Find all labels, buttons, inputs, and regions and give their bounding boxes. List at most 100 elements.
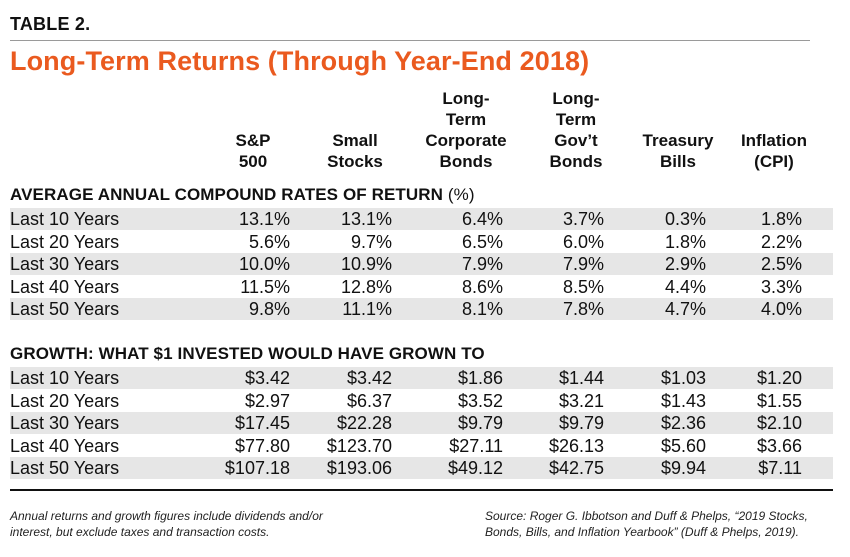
table-cell: $42.75	[548, 458, 604, 478]
table-row: Last 20 Years 5.6% 9.7% 6.5% 6.0% 1.8% 2.2%	[10, 231, 833, 253]
column-header-text: Treasury Bills	[642, 131, 714, 171]
column-header: Inflation (CPI)	[714, 90, 834, 172]
table-cell: 4.7%	[664, 299, 706, 319]
section-returns-heading: AVERAGE ANNUAL COMPOUND RATES OF RETURN …	[10, 185, 475, 205]
table-cell: $2.36	[660, 413, 706, 433]
row-label: Last 30 Years	[10, 254, 120, 274]
table-cell: $9.79	[457, 413, 503, 433]
table-cell: $1.20	[756, 368, 802, 388]
table-cell: 7.8%	[562, 299, 604, 319]
column-header: S&P 500	[193, 90, 313, 172]
row-label: Last 50 Years	[10, 299, 120, 319]
table-cell: 9.7%	[350, 231, 392, 252]
table-cell: 12.8%	[340, 276, 392, 297]
table-cell: $27.11	[449, 435, 503, 456]
column-header-text: Small Stocks	[327, 131, 383, 171]
table-cell: $1.43	[660, 390, 706, 411]
top-rule	[10, 40, 810, 41]
table-cell: 10.0%	[238, 254, 290, 274]
footnote-left: Annual returns and growth figures includ…	[10, 509, 323, 539]
table-cell: 7.9%	[562, 254, 604, 274]
table-cell: 4.0%	[760, 299, 802, 319]
table-cell: 2.5%	[760, 254, 802, 274]
table-row: Last 30 Years 10.0% 10.9% 7.9% 7.9% 2.9% 2.5%	[10, 253, 833, 275]
table-row: Last 40 Years 11.5% 12.8% 8.6% 8.5% 4.4% 3.3%	[10, 276, 833, 298]
column-header: Long- Term Corporate Bonds	[406, 89, 526, 172]
table-cell: $9.94	[660, 458, 706, 478]
table-cell: $3.66	[756, 435, 802, 456]
row-label: Last 10 Years	[10, 368, 120, 388]
table-row: Last 40 Years $77.80 $123.70 $27.11 $26.13 $5…	[10, 435, 833, 457]
table-cell: 10.9%	[340, 254, 392, 274]
table-cell: 6.0%	[562, 231, 604, 252]
table-label: TABLE 2.	[10, 14, 91, 34]
column-header-text: Long- Term Corporate Bonds	[425, 89, 507, 171]
table-title: Long-Term Returns (Through Year-End 2018…	[10, 46, 590, 76]
row-label: Last 40 Years	[10, 435, 120, 456]
table-row: Last 30 Years $17.45 $22.28 $9.79 $9.79 $2.36…	[10, 412, 833, 434]
row-label: Last 20 Years	[10, 231, 120, 252]
table-row: Last 10 Years $3.42 $3.42 $1.86 $1.44 $1.03 $1…	[10, 367, 833, 389]
table-cell: $3.42	[244, 368, 290, 388]
table-cell: $2.97	[244, 390, 290, 411]
table-row: Last 50 Years 9.8% 11.1% 8.1% 7.8% 4.7% 4.0%	[10, 298, 833, 320]
table-cell: $3.52	[457, 390, 503, 411]
table-cell: 8.5%	[562, 276, 604, 297]
table-cell: $77.80	[234, 435, 290, 456]
table-cell: 7.9%	[461, 254, 503, 274]
column-header: Small Stocks	[295, 90, 415, 172]
table-cell: 11.1%	[342, 299, 392, 319]
table-cell: $9.79	[558, 413, 604, 433]
row-label: Last 40 Years	[10, 276, 120, 297]
column-header-text: Inflation (CPI)	[740, 131, 808, 171]
table-cell: 4.4%	[664, 276, 706, 297]
table-cell: $1.55	[756, 390, 802, 411]
section-heading-text: GROWTH: WHAT $1 INVESTED WOULD HAVE GROW…	[10, 344, 485, 363]
section-heading-unit: (%)	[447, 185, 475, 204]
row-label: Last 10 Years	[10, 209, 120, 229]
table-cell: $5.60	[660, 435, 706, 456]
table-cell: $6.37	[346, 390, 392, 411]
table-cell: 1.8%	[760, 209, 802, 229]
table-cell: 1.8%	[664, 231, 706, 252]
table-cell: $1.03	[660, 368, 706, 388]
table-cell: 9.8%	[248, 299, 290, 319]
table-cell: $107.18	[224, 458, 290, 478]
table-cell: $49.12	[447, 458, 503, 478]
table-cell: $26.13	[548, 435, 604, 456]
table-cell: $7.11	[758, 458, 802, 478]
row-label: Last 30 Years	[10, 413, 120, 433]
column-header-text: Long- Term Gov’t Bonds	[549, 89, 603, 171]
table-cell: 13.1%	[238, 209, 290, 229]
bottom-rule	[10, 489, 833, 491]
table-cell: 13.1%	[340, 209, 392, 229]
column-header-text: S&P 500	[235, 131, 271, 171]
table-cell: 5.6%	[248, 231, 290, 252]
table-row: Last 10 Years 13.1% 13.1% 6.4% 3.7% 0.3% 1.8%	[10, 208, 833, 230]
table-cell: 6.5%	[461, 231, 503, 252]
table-cell: 8.6%	[461, 276, 503, 297]
section-growth-heading: GROWTH: WHAT $1 INVESTED WOULD HAVE GROW…	[10, 344, 485, 364]
table-cell: $123.70	[326, 435, 392, 456]
table-cell: 11.5%	[240, 276, 290, 297]
table-row: Last 20 Years $2.97 $6.37 $3.52 $3.21 $1.43 $1…	[10, 390, 833, 412]
column-header: Treasury Bills	[618, 90, 738, 172]
table-cell: 2.9%	[664, 254, 706, 274]
table-cell: $22.28	[336, 413, 392, 433]
table-cell: 8.1%	[461, 299, 503, 319]
table-cell: $2.10	[756, 413, 802, 433]
table-row: Last 50 Years $107.18 $193.06 $49.12 $42.75 $…	[10, 457, 833, 479]
table-cell: $1.44	[558, 368, 604, 388]
table-cell: 2.2%	[760, 231, 802, 252]
table-cell: $1.86	[457, 368, 503, 388]
table-cell: $193.06	[326, 458, 392, 478]
table-cell: $3.42	[346, 368, 392, 388]
footnote-right: Source: Roger G. Ibbotson and Duff & Phe…	[485, 509, 808, 539]
table-cell: 3.3%	[760, 276, 802, 297]
section-heading-text: AVERAGE ANNUAL COMPOUND RATES OF RETURN	[10, 185, 444, 204]
row-label: Last 20 Years	[10, 390, 120, 411]
table-cell: $3.21	[558, 390, 604, 411]
table-cell: 6.4%	[461, 209, 503, 229]
column-header: Long- Term Gov’t Bonds	[516, 89, 636, 172]
table-cell: $17.45	[234, 413, 290, 433]
